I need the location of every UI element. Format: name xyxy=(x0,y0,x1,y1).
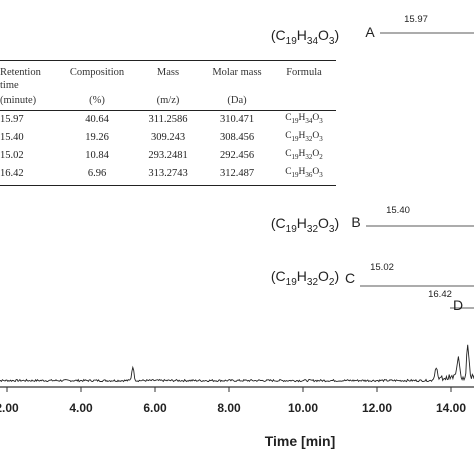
cell-formula: C19H32O2 xyxy=(285,148,323,161)
chromatogram-trace xyxy=(0,344,474,383)
peak-time-label: 15.97 xyxy=(404,14,428,25)
cell-molar-mass: 310.471 xyxy=(219,114,255,126)
x-ticks: 2.004.006.008.0010.0012.0014.0016.0018.0… xyxy=(0,387,466,415)
compound-table: Retention time Composition Mass Molar ma… xyxy=(0,60,336,186)
table-row: 15.40 19.26 309.243 308.456 C19H32O3 xyxy=(0,129,336,147)
header-molar-mass: Molar mass xyxy=(202,60,272,93)
x-tick-label: 14.00 xyxy=(436,401,466,415)
x-tick-label: 4.00 xyxy=(69,401,93,415)
header-composition-unit: (%) xyxy=(60,93,134,111)
cell-composition: 19.26 xyxy=(85,132,109,144)
cell-molar-mass: 308.456 xyxy=(219,132,255,144)
header-retention-time: Retention time xyxy=(0,60,60,93)
table-row: 16.42 6.96 313.2743 312.487 C19H36O3 xyxy=(0,164,336,186)
header-retention-unit: (minute) xyxy=(0,93,60,111)
cell-composition: 6.96 xyxy=(60,164,134,186)
table-row: 15.02 10.84 293.2481 292.456 C19H32O2 xyxy=(0,147,336,165)
cell-retention: 16.42 xyxy=(0,164,60,186)
cell-formula: C19H34O3 xyxy=(285,113,323,125)
table-header-row: Retention time Composition Mass Molar ma… xyxy=(0,60,336,93)
cell-composition: 10.84 xyxy=(85,150,109,162)
peak-letter-label: C xyxy=(345,270,355,286)
cell-molar-mass: 312.487 xyxy=(202,164,272,186)
cell-retention: 15.02 xyxy=(0,150,24,162)
cell-formula: C19H32O3 xyxy=(285,130,323,143)
header-formula-unit xyxy=(272,93,336,111)
x-tick-label: 12.00 xyxy=(362,401,392,415)
peak-leader-line xyxy=(360,285,474,287)
header-mass-unit: (m/z) xyxy=(134,93,202,111)
cell-mass: 293.2481 xyxy=(148,150,188,162)
table-row: 15.97 40.64 311.2586 310.471 C19H34O3 xyxy=(0,111,336,129)
peak-time-label: 15.02 xyxy=(370,262,394,273)
peak-letter-label: D xyxy=(453,297,463,313)
peak-leader-line xyxy=(366,225,474,227)
peak-leader-line xyxy=(380,32,474,34)
cell-retention: 15.40 xyxy=(0,132,24,144)
header-formula: Formula xyxy=(272,60,336,93)
cell-mass: 311.2586 xyxy=(148,114,188,126)
x-axis-label: Time [min] xyxy=(265,433,336,449)
peak-time-label: 15.40 xyxy=(386,205,410,216)
cell-composition: 40.64 xyxy=(85,114,109,126)
compound-formula-label: (C19H32O3) xyxy=(271,215,339,235)
x-tick-label: 6.00 xyxy=(143,401,167,415)
cell-mass: 309.243 xyxy=(150,132,186,144)
compound-formula-label: (C19H32O2) xyxy=(271,268,339,288)
cell-retention: 15.97 xyxy=(0,114,24,126)
peak-letter-label: B xyxy=(351,214,360,230)
header-composition: Composition xyxy=(60,60,134,93)
peak-time-label: 16.42 xyxy=(428,289,452,300)
cell-mass: 313.2743 xyxy=(134,164,202,186)
cell-molar-mass: 292.456 xyxy=(219,150,255,162)
x-tick-label: 8.00 xyxy=(217,401,241,415)
header-molar-mass-unit: (Da) xyxy=(202,93,272,111)
peak-letter-label: A xyxy=(365,24,375,40)
table-header-row-units: (minute) (%) (m/z) (Da) xyxy=(0,93,336,111)
x-tick-label: 2.00 xyxy=(0,401,19,415)
peak-annotations: 15.97 A (C19H34O3) 15.40 B (C19H32O3) 15.02 C (C… xyxy=(271,14,474,313)
header-mass: Mass xyxy=(134,60,202,93)
cell-formula: C19H36O3 xyxy=(272,164,336,186)
x-tick-label: 10.00 xyxy=(288,401,318,415)
compound-formula-label: (C19H34O3) xyxy=(271,27,339,47)
